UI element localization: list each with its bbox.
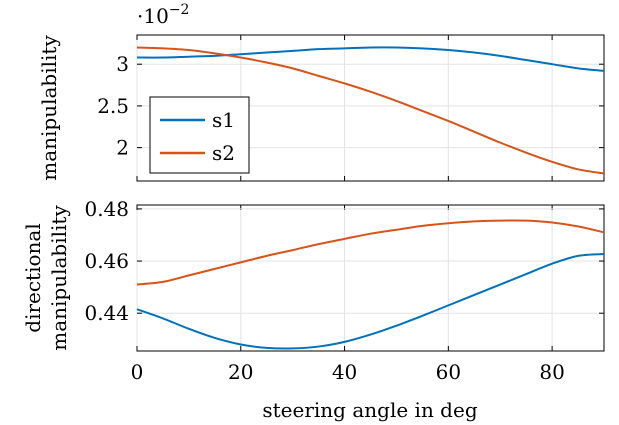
legend-label-s1: s1 <box>212 108 235 132</box>
x-tick-label: 40 <box>332 360 357 384</box>
bottom-y-tick-label: 0.48 <box>84 197 129 221</box>
top-series-line-s2 <box>136 46 605 175</box>
top-y-tick-label: 3 <box>116 52 129 76</box>
top-y-tick-label: 2 <box>116 136 129 160</box>
x-tick-label: 20 <box>228 360 253 384</box>
bottom-y-axis-label-line2: manipulability <box>47 205 71 351</box>
x-tick-label: 60 <box>436 360 461 384</box>
bottom-series-lines <box>136 219 605 350</box>
x-tick-label: 80 <box>539 360 564 384</box>
top-y-axis-label: manipulability <box>37 35 61 181</box>
bottom-x-tick-labels: 0 20 40 60 80 <box>131 360 565 384</box>
x-tick-label: 0 <box>131 360 144 384</box>
top-y-exponent: ·10−2 <box>137 2 189 28</box>
bottom-y-tick-label: 0.44 <box>84 301 129 325</box>
bottom-grid <box>136 205 604 351</box>
top-panel: 22.53 ·10−2 manipulability s1 s2 <box>37 2 605 182</box>
bottom-series-line-s2 <box>136 219 605 286</box>
legend: s1 s2 <box>149 96 250 174</box>
top-series-lines <box>136 46 605 175</box>
bottom-plot-frame <box>136 204 605 352</box>
top-y-tick-labels: 22.53 <box>97 52 129 159</box>
legend-label-s2: s2 <box>212 141 235 165</box>
top-series-line-s1 <box>136 46 605 72</box>
bottom-y-tick-label: 0.46 <box>84 249 129 273</box>
bottom-series-line-s1 <box>136 253 605 350</box>
top-y-tick-label: 2.5 <box>97 94 129 118</box>
bottom-y-axis-label-line1: directional <box>21 223 45 332</box>
x-axis-label: steering angle in deg <box>262 398 477 422</box>
legend-box <box>149 96 250 174</box>
bottom-panel: 0.44 0.46 0.48 0 20 40 60 80 directional manip… <box>21 197 605 422</box>
bottom-y-tick-labels: 0.44 0.46 0.48 <box>84 197 129 325</box>
